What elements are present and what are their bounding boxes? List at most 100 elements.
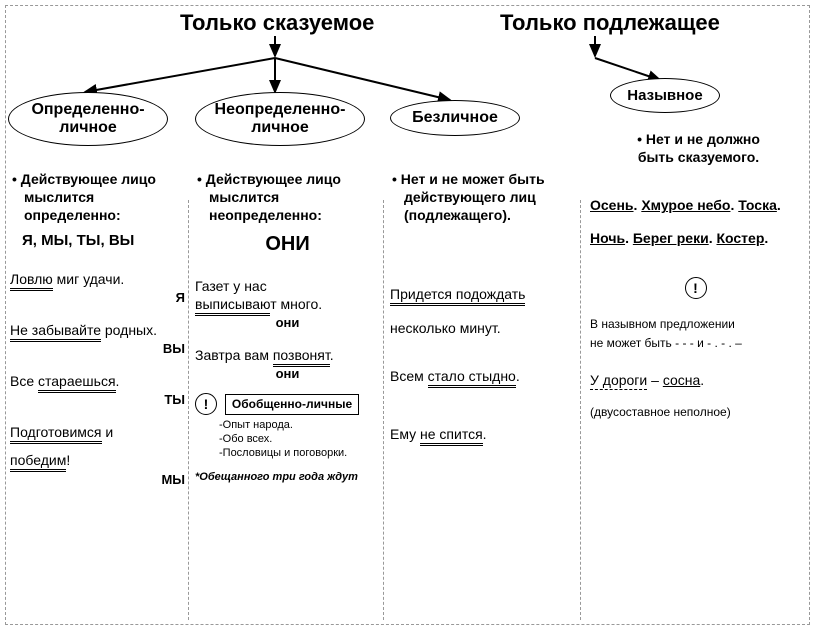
c1-desc-l2: мыслится [12,189,94,205]
c4-ex1-dot: . [700,372,704,388]
c2-ex1-rest: т много. [270,296,322,312]
c2-ex2-pre: Завтра вам [195,347,273,363]
c2-sub1: они [195,315,380,332]
sep-2 [383,200,384,620]
sep-1 [188,200,189,620]
col-nominal: Нет и не должно быть сказуемого. Осень. … [590,120,805,625]
c1-ex4-rest: и [102,424,114,440]
c1-ex5-verb: победим [10,452,66,472]
c1-sub2: ВЫ [10,341,185,358]
c1-ex1-rest: миг удачи. [53,271,125,287]
c4-ex1-subj: сосна [663,372,700,388]
c3-desc-l2: действующего лиц [392,189,536,205]
bubble-definite-l1: Определенно- [23,101,153,119]
c3-ex2-pre: Всем [390,368,428,384]
bubble-indefinite-l2: личное [210,119,350,137]
c1-ex2-rest: родных. [101,322,157,338]
c3-desc-l3: (подлежащего). [392,207,511,223]
c1-ex2: Не забывайте родных. [10,321,185,339]
c2-pronouns: ОНИ [195,231,380,257]
bubble-indefinite: Неопределенно- личное [195,92,365,146]
c1-desc-l3: определенно: [12,207,121,223]
c1-ex4-verb: Подготовимся [10,424,102,444]
c2-n1: -Опыт народа. [219,419,380,433]
c1-pronouns: Я, МЫ, ТЫ, ВЫ [22,231,185,251]
c4-note-l2: не может быть - - - и - . - . – [590,336,742,350]
c4-l1b: Хмурое небо [641,197,730,213]
c4-ex1-dash: – [647,372,663,388]
c2-ex2-verb: позвонят [273,347,330,367]
c1-ex5-rest: ! [66,452,70,468]
c3-desc: Нет и не может быть действующего лиц (по… [390,170,575,225]
sep-3 [580,200,581,620]
c2-desc-l2: мыслится [197,189,279,205]
col-definite: Действующее лицо мыслится определенно: Я… [10,160,185,625]
c1-ex4: Подготовимся и [10,423,185,441]
exclaim-icon: ! [195,393,217,415]
bubble-impersonal: Безличное [390,100,520,136]
c4-desc-l2: быть сказуемого. [638,149,759,165]
c4-l2b: Берег реки [633,230,709,246]
c3-ex1: Придется подождать [390,285,575,303]
c3-ex1b: несколько минут. [390,319,575,337]
c1-desc-l1: Действующее лицо [21,171,156,187]
c4-line1: Осень. Хмурое небо. Тоска. [590,196,805,214]
c1-ex1: Ловлю миг удачи. [10,270,185,288]
c3-ex3-verb: не спится [420,426,483,446]
c4-l2a: Ночь [590,230,625,246]
c4-desc-l1: Нет и не должно [646,131,760,147]
exclaim-icon-2: ! [685,277,707,299]
c1-ex3: Все стараешься. [10,372,185,390]
c4-paren: (двусоставное неполное) [590,405,805,421]
c2-ex1-l1: Газет у нас [195,278,267,294]
c2-foot: *Обещанного три года ждут [195,470,380,484]
bubble-nominal: Назывное [610,78,720,113]
c3-desc-l1: Нет и не может быть [401,171,545,187]
c4-note-l1: В назывном предложении [590,317,735,331]
bubble-definite: Определенно- личное [8,92,168,146]
c3-ex1-verb: Придется подождать [390,286,525,306]
c1-desc: Действующее лицо мыслится определенно: [10,170,185,225]
c4-ex1: У дороги – сосна. [590,371,805,389]
c4-l1c: Тоска [738,197,777,213]
c1-sub5: МЫ [10,472,185,489]
c2-desc-l1: Действующее лицо [206,171,341,187]
c1-sub3: ТЫ [10,392,185,409]
c2-notes: -Опыт народа. -Обо всех. -Пословицы и по… [219,419,380,460]
c2-box: Обобщенно-личные [225,394,359,416]
col-indefinite: Действующее лицо мыслится неопределенно:… [195,160,380,625]
c1-ex5: победим! [10,451,185,469]
c1-ex3-dot: . [116,373,120,389]
c2-ex1: Газет у нас выписывают много. [195,277,380,313]
c4-line2: Ночь. Берег реки. Костер. [590,229,805,247]
bubble-definite-l2: личное [23,119,153,137]
c3-ex2: Всем стало стыдно. [390,367,575,385]
c1-sub1: Я [10,290,185,307]
c3-ex1b-text: несколько минут. [390,320,501,336]
c2-ex2: Завтра вам позвонят. [195,346,380,364]
c2-n3: -Пословицы и поговорки. [219,447,380,461]
c4-desc: Нет и не должно быть сказуемого. [590,130,805,166]
c2-ex2-dot: . [330,347,334,363]
c2-sub2: они [195,366,380,383]
c3-ex2-verb: стало стыдно [428,368,516,388]
col-impersonal: Нет и не может быть действующего лиц (по… [390,160,575,625]
c4-ex1-adv: У дороги [590,372,647,390]
c4-l1a: Осень [590,197,634,213]
c2-desc-l3: неопределенно: [197,207,322,223]
c1-ex1-verb: Ловлю [10,271,53,291]
c3-ex2-dot: . [516,368,520,384]
c2-desc: Действующее лицо мыслится неопределенно: [195,170,380,225]
c1-ex3-pre: Все [10,373,38,389]
c3-ex3: Ему не спится. [390,425,575,443]
c2-box-row: ! Обобщенно-личные [195,393,380,415]
c2-n2: -Обо всех. [219,433,380,447]
c3-ex3-pre: Ему [390,426,420,442]
bubble-indefinite-l1: Неопределенно- [210,101,350,119]
c4-note: В назывном предложении не может быть - -… [590,315,805,353]
c3-ex3-dot: . [483,426,487,442]
c2-ex1-verb: выписываю [195,296,270,316]
c1-ex3-verb: стараешься [38,373,116,393]
c1-ex2-verb: Не забывайте [10,322,101,342]
c4-bang: ! [590,277,805,299]
